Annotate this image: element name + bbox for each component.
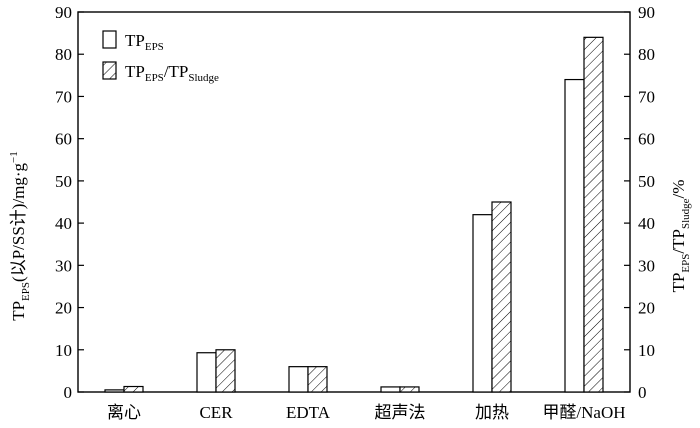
y-tick-label: 10	[55, 341, 72, 360]
y-tick-label: 30	[55, 256, 72, 275]
y2-tick-label: 90	[638, 3, 655, 22]
bar-tp-eps-ratio	[215, 349, 236, 393]
x-axis-categories: 离心 CER EDTA 超声法 加热 甲醛/NaOH	[107, 403, 626, 422]
left-y-axis: 0 10 20 30 40 50 60 70 80 90	[55, 3, 84, 402]
bar-tp-eps	[288, 366, 309, 393]
bar-tp-eps-ratio	[399, 386, 420, 393]
bar-tp-eps-ratio	[123, 385, 144, 393]
legend-label-tp-eps-ratio: TPEPS/TPSludge	[125, 62, 219, 84]
y-tick-label: 40	[55, 214, 72, 233]
legend-item-tp-eps-ratio: TPEPS/TPSludge	[102, 61, 219, 84]
x-category-label: EDTA	[286, 403, 331, 422]
bar-tp-eps	[196, 352, 217, 393]
plot-frame	[77, 11, 631, 393]
y2-tick-label: 70	[638, 87, 655, 106]
x-category-label: 甲醛/NaOH	[542, 403, 625, 422]
y2-tick-label: 20	[638, 299, 655, 318]
bar-tp-eps	[104, 389, 125, 393]
y2-axis-label: TPEPS/TPSludge/%	[669, 180, 692, 293]
x-category-label: CER	[199, 403, 233, 422]
bar-tp-eps-ratio	[491, 201, 512, 393]
legend-swatch-hatched	[102, 61, 117, 80]
right-y-axis: 0 10 20 30 40 50 60 70 80 90	[624, 3, 655, 402]
legend: TPEPS TPEPS/TPSludge	[102, 30, 219, 84]
y2-tick-label: 30	[638, 256, 655, 275]
y2-tick-label: 0	[638, 383, 647, 402]
y2-tick-label: 50	[638, 172, 655, 191]
bar-tp-eps-ratio	[583, 36, 604, 393]
y-tick-label: 80	[55, 45, 72, 64]
legend-swatch-plain	[102, 30, 117, 49]
y2-tick-label: 10	[638, 341, 655, 360]
y2-tick-label: 40	[638, 214, 655, 233]
x-category-label: 超声法	[375, 403, 426, 422]
bars-group	[104, 36, 604, 393]
x-category-label: 加热	[475, 403, 509, 422]
y-tick-label: 50	[55, 172, 72, 191]
y-tick-label: 20	[55, 299, 72, 318]
y-tick-label: 0	[64, 383, 73, 402]
bar-tp-eps	[380, 386, 401, 393]
y-tick-label: 70	[55, 87, 72, 106]
y-tick-label: 90	[55, 3, 72, 22]
y2-tick-label: 60	[638, 130, 655, 149]
x-category-label: 离心	[107, 403, 141, 422]
y-axis-label: TPEPS(以P/SS计)/mg·g−1	[8, 151, 32, 321]
y-tick-label: 60	[55, 130, 72, 149]
bar-tp-eps	[564, 78, 585, 393]
legend-label-tp-eps: TPEPS	[125, 31, 164, 53]
bar-tp-eps-ratio	[307, 366, 328, 393]
bar-tp-eps	[472, 214, 493, 393]
legend-item-tp-eps: TPEPS	[102, 30, 164, 53]
y2-tick-label: 80	[638, 45, 655, 64]
